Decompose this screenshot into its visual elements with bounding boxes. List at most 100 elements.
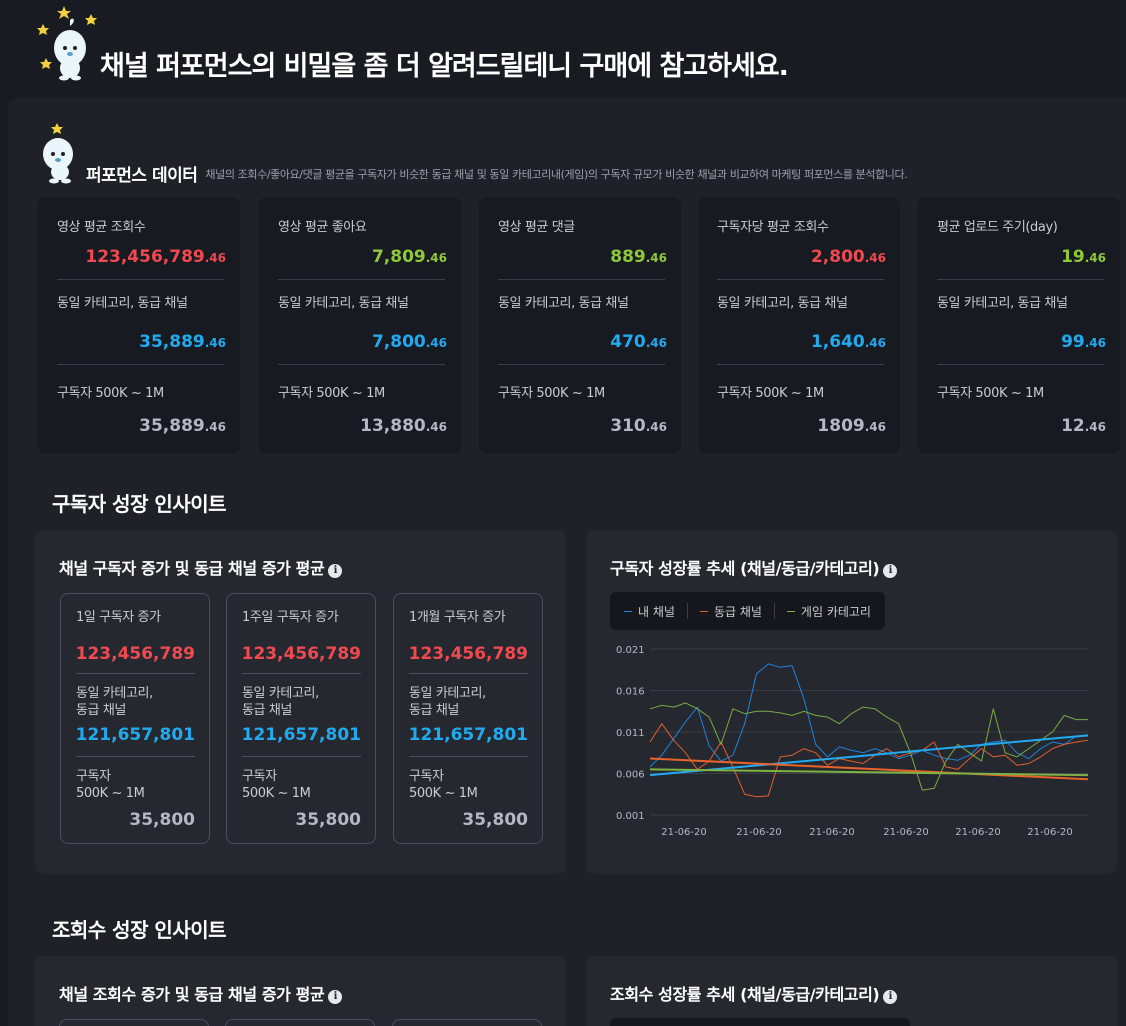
x-tick-label: 21-06-20	[1027, 827, 1072, 838]
legend-swatch	[786, 610, 795, 612]
metric-label: 영상 평균 조회수	[57, 220, 146, 235]
subscriber-trend-chart: 0.021 0.016 0.011 0.006 0.001 21-06-20 21-06-2…	[616, 645, 1089, 838]
metric-label: 평균 업로드 주기(day)	[937, 220, 1058, 235]
subscriber-range-label: 구독자 500K ~ 1M	[76, 769, 145, 801]
views-trend-box: 조회수 성장률 추세 (채널/동급/카테고리) i	[586, 956, 1117, 1026]
y-tick-label: 0.011	[616, 728, 645, 739]
x-tick-label: 21-06-20	[955, 827, 1000, 838]
subscriber-range-label: 구독자 500K ~ 1M	[717, 386, 824, 401]
peer-value: 121,657,801	[75, 725, 195, 745]
growth-value: 123,456,789	[408, 644, 528, 664]
peer-label: 동일 카테고리, 동급 채널	[409, 686, 486, 718]
peer-value: 121,657,801	[241, 725, 361, 745]
views-card-stub	[392, 1019, 542, 1026]
info-icon[interactable]: i	[883, 990, 898, 1004]
peer-value: 470.46	[610, 332, 667, 352]
subscriber-range-label: 구독자 500K ~ 1M	[937, 386, 1044, 401]
series-line	[649, 702, 1088, 791]
metric-card: 영상 평균 댓글 889.46 동일 카테고리, 동급 채널 470.46 구독자 50…	[479, 197, 681, 454]
peer-value: 7,800.46	[371, 332, 447, 352]
metric-card: 영상 평균 조회수 123,456,789.46 동일 카테고리, 동급 채널 35,…	[38, 197, 240, 454]
views-card-stub	[59, 1019, 209, 1026]
y-tick-label: 0.021	[616, 645, 645, 656]
peer-value: 99.46	[1061, 332, 1106, 352]
info-icon[interactable]: i	[328, 564, 343, 578]
y-tick-label: 0.016	[616, 687, 645, 698]
subscriber-range-value: 35,800	[129, 810, 195, 830]
y-tick-label: 0.001	[616, 811, 645, 822]
metric-card: 영상 평균 좋아요 7,809.46 동일 카테고리, 동급 채널 7,800.46 구…	[259, 197, 461, 454]
subscriber-range-label: 구독자 500K ~ 1M	[498, 386, 605, 401]
metric-value: 889.46	[610, 247, 667, 267]
subscriber-range-label: 구독자 500K ~ 1M	[242, 769, 311, 801]
performance-description: 채널의 조회수/좋아요/댓글 평균을 구독자가 비슷한 동급 채널 및 동일 카…	[205, 167, 908, 181]
peer-label: 동일 카테고리, 동급 채널	[278, 296, 409, 311]
views-card-stub	[225, 1019, 375, 1026]
subscriber-range-value: 35,800	[295, 810, 361, 830]
performance-header: 퍼포먼스 데이터 채널의 조회수/좋아요/댓글 평균을 구독자가 비슷한 동급 채…	[86, 161, 908, 186]
metric-card: 구독자당 평균 조회수 2,800.46 동일 카테고리, 동급 채널 1,640.4…	[698, 197, 900, 454]
views-section-title: 조회수 성장 인사이트	[52, 918, 227, 942]
subscriber-range-label: 구독자 500K ~ 1M	[409, 769, 478, 801]
subscriber-section-title: 구독자 성장 인사이트	[52, 492, 227, 516]
subscriber-trend-title: 구독자 성장률 추세 (채널/동급/카테고리) i	[610, 555, 898, 579]
growth-card: 1주일 구독자 증가 123,456,789 동일 카테고리, 동급 채널 121,65…	[226, 593, 376, 844]
hero-header: 채널 퍼포먼스의 비밀을 좀 더 알려드릴테니 구매에 참고하세요.	[0, 0, 1126, 96]
performance-title: 퍼포먼스 데이터	[86, 166, 198, 186]
peer-label: 동일 카테고리, 동급 채널	[76, 686, 153, 718]
y-tick-label: 0.006	[616, 770, 645, 781]
views-trend-title: 조회수 성장률 추세 (채널/동급/카테고리) i	[610, 981, 898, 1005]
metric-value: 19.46	[1061, 247, 1106, 267]
metric-label: 구독자당 평균 조회수	[717, 220, 829, 235]
peer-value: 121,657,801	[408, 725, 528, 745]
legend-swatch	[624, 610, 632, 612]
subscriber-growth-box: 채널 구독자 증가 및 동급 채널 증가 평균 i 1일 구독자 증가 123,45…	[35, 530, 566, 874]
mascot-icon	[43, 123, 73, 184]
metric-label: 영상 평균 댓글	[498, 220, 575, 235]
legend-item-mine[interactable]: 내 채널	[624, 603, 675, 620]
peer-label: 동일 카테고리, 동급 채널	[717, 296, 848, 311]
views-legend-stub	[610, 1018, 910, 1026]
views-growth-box: 채널 조회수 증가 및 동급 채널 증가 평균 i	[35, 956, 566, 1026]
metric-value: 2,800.46	[810, 247, 886, 267]
peer-value: 35,889.46	[139, 332, 226, 352]
metric-label: 영상 평균 좋아요	[278, 220, 367, 235]
legend-item-category[interactable]: 게임 카테고리	[786, 603, 871, 620]
growth-card: 1일 구독자 증가 123,456,789 동일 카테고리, 동급 채널 121,657…	[60, 593, 210, 844]
peer-label: 동일 카테고리, 동급 채널	[57, 296, 188, 311]
subscriber-growth-title: 채널 구독자 증가 및 동급 채널 증가 평균 i	[59, 555, 343, 579]
growth-value: 123,456,789	[241, 644, 361, 664]
x-tick-label: 21-06-20	[883, 827, 928, 838]
subscriber-range-value: 12.46	[1061, 416, 1106, 436]
info-icon[interactable]: i	[328, 990, 343, 1004]
series-line	[649, 723, 1089, 798]
subscriber-range-value: 13,880.46	[360, 416, 447, 436]
peer-value: 1,640.46	[810, 332, 886, 352]
growth-label: 1주일 구독자 증가	[242, 610, 339, 625]
trend-line	[649, 734, 1089, 777]
page-title: 채널 퍼포먼스의 비밀을 좀 더 알려드릴테니 구매에 참고하세요.	[100, 51, 789, 82]
mascot-stars-icon	[37, 6, 97, 81]
x-tick-label: 21-06-20	[661, 827, 706, 838]
metric-value: 123,456,789.46	[85, 247, 226, 267]
subscriber-range-value: 310.46	[610, 416, 667, 436]
subscriber-range-label: 구독자 500K ~ 1M	[278, 386, 385, 401]
subscriber-range-value: 35,889.46	[139, 416, 226, 436]
subscriber-range-value: 35,800	[462, 810, 528, 830]
growth-card: 1개월 구독자 증가 123,456,789 동일 카테고리, 동급 채널 121,65…	[393, 593, 543, 844]
subscriber-range-label: 구독자 500K ~ 1M	[57, 386, 164, 401]
trend-line	[649, 768, 1089, 777]
metric-card: 평균 업로드 주기(day) 19.46 동일 카테고리, 동급 채널 99.46 구독…	[918, 197, 1120, 454]
x-tick-label: 21-06-20	[736, 827, 781, 838]
info-icon[interactable]: i	[883, 564, 898, 578]
growth-label: 1일 구독자 증가	[76, 610, 161, 625]
x-tick-label: 21-06-20	[809, 827, 854, 838]
legend-item-peer[interactable]: 동급 채널	[699, 603, 762, 620]
subscriber-trend-box: 구독자 성장률 추세 (채널/동급/카테고리) i 내 채널 동급 채널 게임 카…	[586, 530, 1117, 874]
series-line	[649, 663, 1088, 768]
chart-legend: 내 채널 동급 채널 게임 카테고리	[610, 592, 885, 630]
subscriber-range-value: 1809.46	[817, 416, 886, 436]
metric-value: 7,809.46	[371, 247, 447, 267]
peer-label: 동일 카테고리, 동급 채널	[937, 296, 1068, 311]
legend-swatch	[699, 610, 708, 612]
